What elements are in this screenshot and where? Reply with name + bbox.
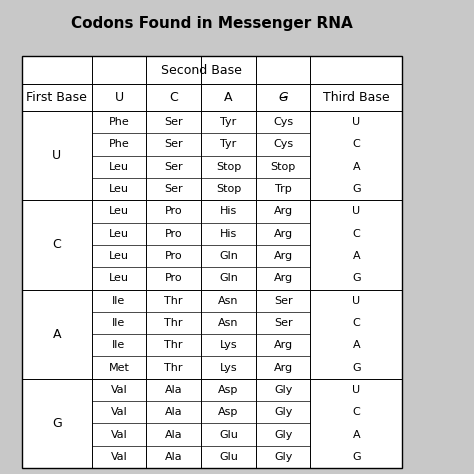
Text: Third Base: Third Base xyxy=(323,91,390,104)
Text: Ile: Ile xyxy=(112,340,126,350)
Text: U: U xyxy=(352,206,360,217)
Text: Ser: Ser xyxy=(164,162,183,172)
Text: C: C xyxy=(53,238,61,251)
Text: Codons Found in Messenger RNA: Codons Found in Messenger RNA xyxy=(71,16,353,31)
Text: Ile: Ile xyxy=(112,318,126,328)
Text: A: A xyxy=(53,328,61,341)
Text: U: U xyxy=(352,117,360,127)
Text: Pro: Pro xyxy=(165,251,182,261)
Text: A: A xyxy=(353,340,360,350)
Text: Pro: Pro xyxy=(165,229,182,239)
Text: Val: Val xyxy=(110,407,128,417)
Text: G: G xyxy=(352,363,361,373)
Text: His: His xyxy=(220,206,237,217)
Text: Thr: Thr xyxy=(164,296,183,306)
Text: Val: Val xyxy=(110,429,128,439)
Text: C: C xyxy=(169,91,178,104)
Text: Stop: Stop xyxy=(216,184,241,194)
Text: Leu: Leu xyxy=(109,273,129,283)
Text: Ala: Ala xyxy=(165,385,182,395)
Text: Gly: Gly xyxy=(274,452,292,462)
Text: Ser: Ser xyxy=(164,139,183,149)
Text: Arg: Arg xyxy=(273,363,292,373)
Text: A: A xyxy=(353,429,360,439)
Text: Val: Val xyxy=(110,385,128,395)
Bar xyxy=(22,56,402,468)
Text: Leu: Leu xyxy=(109,229,129,239)
Text: Gly: Gly xyxy=(274,407,292,417)
Text: Thr: Thr xyxy=(164,318,183,328)
Text: Lys: Lys xyxy=(219,363,237,373)
Text: C: C xyxy=(352,318,360,328)
Text: U: U xyxy=(114,91,124,104)
Text: Phe: Phe xyxy=(109,117,129,127)
Text: Ile: Ile xyxy=(112,296,126,306)
Text: Leu: Leu xyxy=(109,206,129,217)
Text: Stop: Stop xyxy=(216,162,241,172)
Text: Second Base: Second Base xyxy=(161,64,241,76)
Text: Tyr: Tyr xyxy=(220,117,237,127)
Text: C: C xyxy=(352,407,360,417)
Text: Glu: Glu xyxy=(219,452,238,462)
Text: Asp: Asp xyxy=(218,385,238,395)
Text: Ala: Ala xyxy=(165,429,182,439)
Text: G: G xyxy=(278,91,288,104)
Text: First Base: First Base xyxy=(27,91,87,104)
Text: Arg: Arg xyxy=(273,206,292,217)
Text: Ser: Ser xyxy=(164,184,183,194)
Text: Leu: Leu xyxy=(109,162,129,172)
Text: G: G xyxy=(52,417,62,430)
Text: Stop: Stop xyxy=(271,162,296,172)
Text: Met: Met xyxy=(109,363,129,373)
Text: Ala: Ala xyxy=(165,452,182,462)
Text: His: His xyxy=(220,229,237,239)
Text: Pro: Pro xyxy=(165,206,182,217)
Bar xyxy=(22,56,402,468)
Text: Lys: Lys xyxy=(219,340,237,350)
Text: Thr: Thr xyxy=(164,340,183,350)
Text: Tyr: Tyr xyxy=(220,139,237,149)
Text: Gly: Gly xyxy=(274,429,292,439)
Text: C: C xyxy=(352,229,360,239)
Text: U: U xyxy=(52,149,61,162)
Text: Leu: Leu xyxy=(109,184,129,194)
Text: G: G xyxy=(352,452,361,462)
Text: Gln: Gln xyxy=(219,273,238,283)
Text: C: C xyxy=(352,139,360,149)
Text: Ser: Ser xyxy=(274,318,292,328)
Text: A: A xyxy=(353,251,360,261)
Text: G: G xyxy=(352,184,361,194)
Text: Asp: Asp xyxy=(218,407,238,417)
Text: Ser: Ser xyxy=(164,117,183,127)
Text: Gln: Gln xyxy=(219,251,238,261)
Text: Cys: Cys xyxy=(273,139,293,149)
Text: Arg: Arg xyxy=(273,340,292,350)
Text: Trp: Trp xyxy=(275,184,292,194)
Text: Arg: Arg xyxy=(273,251,292,261)
Text: Asn: Asn xyxy=(218,296,239,306)
Text: G: G xyxy=(352,273,361,283)
Text: Asn: Asn xyxy=(218,318,239,328)
Text: Pro: Pro xyxy=(165,273,182,283)
Text: Phe: Phe xyxy=(109,139,129,149)
Text: Thr: Thr xyxy=(164,363,183,373)
Text: Ser: Ser xyxy=(274,296,292,306)
Text: Leu: Leu xyxy=(109,251,129,261)
Text: Ala: Ala xyxy=(165,407,182,417)
Text: U: U xyxy=(352,385,360,395)
Text: Cys: Cys xyxy=(273,117,293,127)
Text: Gly: Gly xyxy=(274,385,292,395)
Text: A: A xyxy=(353,162,360,172)
Text: A: A xyxy=(224,91,233,104)
Text: Val: Val xyxy=(110,452,128,462)
Text: U: U xyxy=(352,296,360,306)
Text: Arg: Arg xyxy=(273,229,292,239)
Text: Glu: Glu xyxy=(219,429,238,439)
Text: Arg: Arg xyxy=(273,273,292,283)
